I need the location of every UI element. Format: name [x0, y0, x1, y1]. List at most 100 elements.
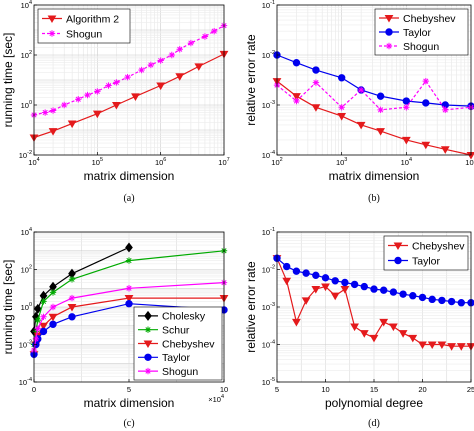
data-point — [376, 92, 385, 100]
legend-marker — [385, 28, 393, 36]
data-point — [68, 294, 76, 302]
data-point — [418, 293, 427, 302]
legend-label: Taylor — [403, 27, 432, 39]
data-point — [49, 303, 57, 311]
data-point — [39, 327, 48, 336]
y-tick-label: 10-4 — [262, 340, 275, 350]
series-line — [33, 53, 225, 139]
data-point — [34, 316, 41, 324]
data-point — [428, 295, 436, 304]
data-point — [41, 109, 49, 116]
x-axis-label: matrix dimension — [84, 396, 175, 410]
data-point — [457, 299, 465, 307]
series-line — [276, 80, 472, 156]
legend-marker — [144, 353, 152, 361]
data-point — [194, 63, 204, 71]
y-tick-label: 10-2 — [19, 340, 32, 350]
y-tick-label: 10-2 — [262, 265, 275, 275]
data-point — [125, 285, 133, 292]
y-axis-label: running time [sec] — [1, 33, 15, 128]
legend-marker — [143, 340, 153, 349]
data-point — [138, 66, 145, 74]
data-point — [418, 341, 427, 350]
data-point — [447, 297, 456, 306]
data-point — [422, 99, 430, 107]
data-point — [408, 334, 418, 343]
legend-marker — [144, 326, 152, 333]
legend-marker — [385, 42, 393, 50]
data-point — [312, 79, 320, 86]
data-point — [421, 141, 431, 150]
y-tick-label: 10-1 — [262, 0, 275, 10]
data-point — [34, 325, 41, 332]
data-point — [156, 82, 166, 91]
y-tick-label: 102 — [21, 50, 32, 60]
series-taylor — [273, 254, 474, 307]
grid — [277, 232, 471, 382]
data-point — [301, 297, 311, 305]
data-point — [312, 66, 320, 74]
legend-marker — [394, 256, 402, 265]
x-tick-label: 105 — [92, 157, 103, 167]
data-point — [401, 136, 411, 145]
x-tick-label: 106 — [155, 157, 166, 167]
data-point — [92, 110, 102, 119]
x-axis-multiplier: ×104 — [208, 394, 224, 404]
data-point — [456, 343, 466, 351]
data-point — [350, 323, 359, 332]
series-line — [276, 54, 472, 107]
data-point — [61, 101, 68, 109]
data-point — [292, 93, 301, 101]
data-point — [113, 79, 120, 86]
series-line — [276, 80, 472, 111]
data-point — [168, 51, 176, 59]
x-tick-label: 15 — [370, 385, 378, 394]
y-tick-label: 10-3 — [262, 100, 275, 110]
data-point — [48, 313, 58, 322]
data-point — [359, 330, 369, 338]
data-point — [125, 257, 133, 264]
legend-marker — [384, 14, 394, 23]
legend-label: Chebyshev — [412, 240, 465, 252]
y-tick-label: 104 — [21, 227, 32, 237]
data-point — [321, 283, 330, 292]
data-point — [293, 97, 300, 105]
data-point — [369, 334, 379, 343]
series-chebyshev — [272, 255, 474, 351]
data-point — [389, 288, 398, 296]
data-point — [409, 292, 417, 300]
data-point — [447, 343, 456, 351]
data-point — [341, 278, 349, 287]
data-point — [440, 146, 450, 154]
data-point — [131, 93, 140, 101]
data-point — [389, 323, 398, 332]
data-point — [283, 262, 291, 271]
data-point — [442, 106, 449, 114]
y-tick-label: 100 — [21, 302, 32, 312]
data-point — [147, 61, 155, 69]
data-point — [67, 120, 77, 129]
legend-box — [37, 8, 131, 44]
data-point — [32, 335, 40, 343]
data-point — [33, 303, 42, 314]
x-tick-label: 5 — [275, 385, 279, 394]
x-tick-label: 105 — [465, 157, 474, 167]
x-axis-label: matrix dimension — [84, 169, 175, 183]
legend-label: Algorithm 2 — [66, 13, 119, 25]
data-point — [32, 328, 40, 335]
data-point — [292, 318, 301, 327]
data-point — [187, 39, 195, 47]
legend-label: Shogun — [66, 28, 102, 40]
data-point — [49, 320, 57, 328]
chart-panel-2: 102 103 104 105 10-4 10-3 10-2 10-1 matrix dimen… — [244, 0, 474, 204]
data-point — [282, 277, 292, 286]
y-axis-label: running time [sec] — [1, 260, 15, 355]
legend-label: Chebyshev — [162, 338, 215, 350]
data-point — [438, 296, 446, 305]
data-point — [360, 282, 368, 291]
data-point — [427, 341, 437, 350]
data-point — [350, 280, 359, 289]
x-tick-label: 102 — [271, 157, 282, 167]
legend-label: Chebyshev — [403, 13, 456, 25]
